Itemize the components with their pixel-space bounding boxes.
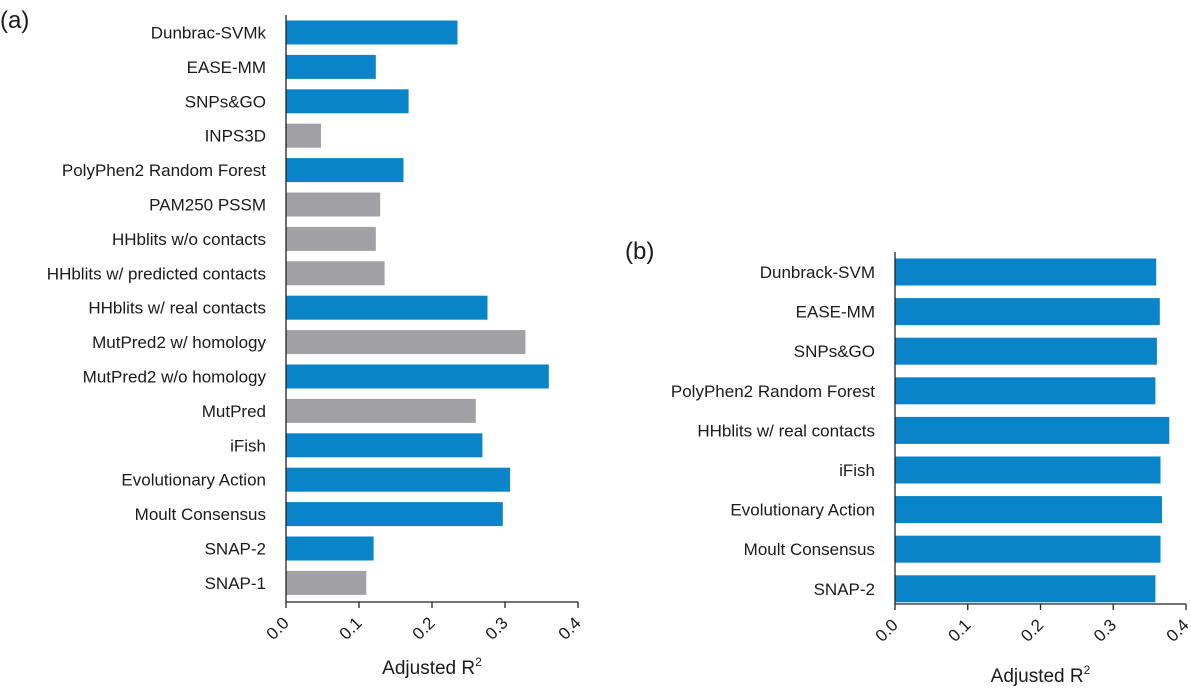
category-label: Evolutionary Action	[730, 501, 875, 520]
bar	[286, 398, 476, 423]
x-axis-label: Adjusted R2	[991, 663, 1091, 687]
bar	[895, 496, 1162, 524]
bar	[286, 20, 458, 45]
category-label: iFish	[230, 436, 266, 455]
category-label: SNPs&GO	[794, 342, 875, 361]
category-label: PolyPhen2 Random Forest	[62, 161, 266, 180]
x-tick-label: 0.4	[1163, 615, 1191, 645]
bar	[286, 570, 367, 595]
bar	[895, 258, 1157, 286]
bar	[286, 158, 404, 183]
bar	[286, 226, 376, 251]
category-label: HHblits w/ real contacts	[88, 299, 266, 318]
x-tick-label: 0.3	[1090, 615, 1120, 645]
bar	[286, 536, 374, 561]
panel-label: (a)	[0, 7, 29, 34]
x-tick-label: 0.2	[1017, 615, 1047, 645]
x-tick-label: 0.4	[555, 613, 585, 643]
x-tick-label: 0.1	[944, 615, 974, 645]
category-label: HHblits w/o contacts	[112, 230, 266, 249]
x-tick-label: 0.1	[336, 613, 366, 643]
category-label: SNAP-2	[814, 580, 875, 599]
category-label: SNPs&GO	[185, 92, 266, 111]
bar	[286, 433, 483, 458]
category-label: PolyPhen2 Random Forest	[671, 382, 875, 401]
category-label: EASE-MM	[796, 303, 875, 322]
bar	[286, 123, 321, 148]
x-tick-label: 0.3	[482, 613, 512, 643]
category-label: Moult Consensus	[744, 540, 875, 559]
category-label: Dunbrack-SVM	[760, 263, 875, 282]
bar	[286, 89, 409, 114]
category-label: iFish	[839, 461, 875, 480]
category-label: MutPred	[202, 402, 266, 421]
chart-panel-b: Dunbrack-SVM EASE-MM SNPs&GO PolyPhen2 Rand…	[625, 238, 1191, 687]
bar	[895, 575, 1156, 603]
category-label: MutPred2 w/o homology	[83, 368, 267, 387]
x-tick-label: 0.0	[263, 613, 293, 643]
category-label: PAM250 PSSM	[149, 196, 266, 215]
chart-panel-a: Dunbrac-SVMk EASE-MM SNPs&GO INPS3D PolyPhen…	[0, 7, 585, 679]
category-label: HHblits w/ real contacts	[697, 421, 875, 440]
bar	[286, 295, 488, 320]
panel-label: (b)	[625, 238, 654, 265]
bar	[286, 192, 381, 217]
bar	[286, 502, 503, 527]
category-label: SNAP-2	[205, 540, 266, 559]
x-axis-label: Adjusted R2	[382, 655, 482, 679]
bar	[286, 330, 526, 355]
bar	[895, 337, 1157, 365]
bar	[286, 54, 376, 79]
x-tick-label: 0.0	[872, 615, 902, 645]
bar	[895, 298, 1160, 326]
category-label: SNAP-1	[205, 574, 266, 593]
bar	[895, 456, 1161, 484]
bar	[895, 535, 1161, 563]
category-label: Dunbrac-SVMk	[151, 24, 267, 43]
bar	[895, 377, 1156, 405]
bar	[286, 364, 549, 389]
bar	[286, 261, 385, 286]
category-label: HHblits w/ predicted contacts	[47, 264, 266, 283]
category-label: INPS3D	[205, 127, 266, 146]
bar	[286, 467, 511, 492]
category-label: EASE-MM	[187, 58, 266, 77]
category-label: Moult Consensus	[135, 505, 266, 524]
x-tick-label: 0.2	[409, 613, 439, 643]
bar	[895, 416, 1170, 444]
category-label: MutPred2 w/ homology	[92, 333, 266, 352]
category-label: Evolutionary Action	[121, 471, 266, 490]
